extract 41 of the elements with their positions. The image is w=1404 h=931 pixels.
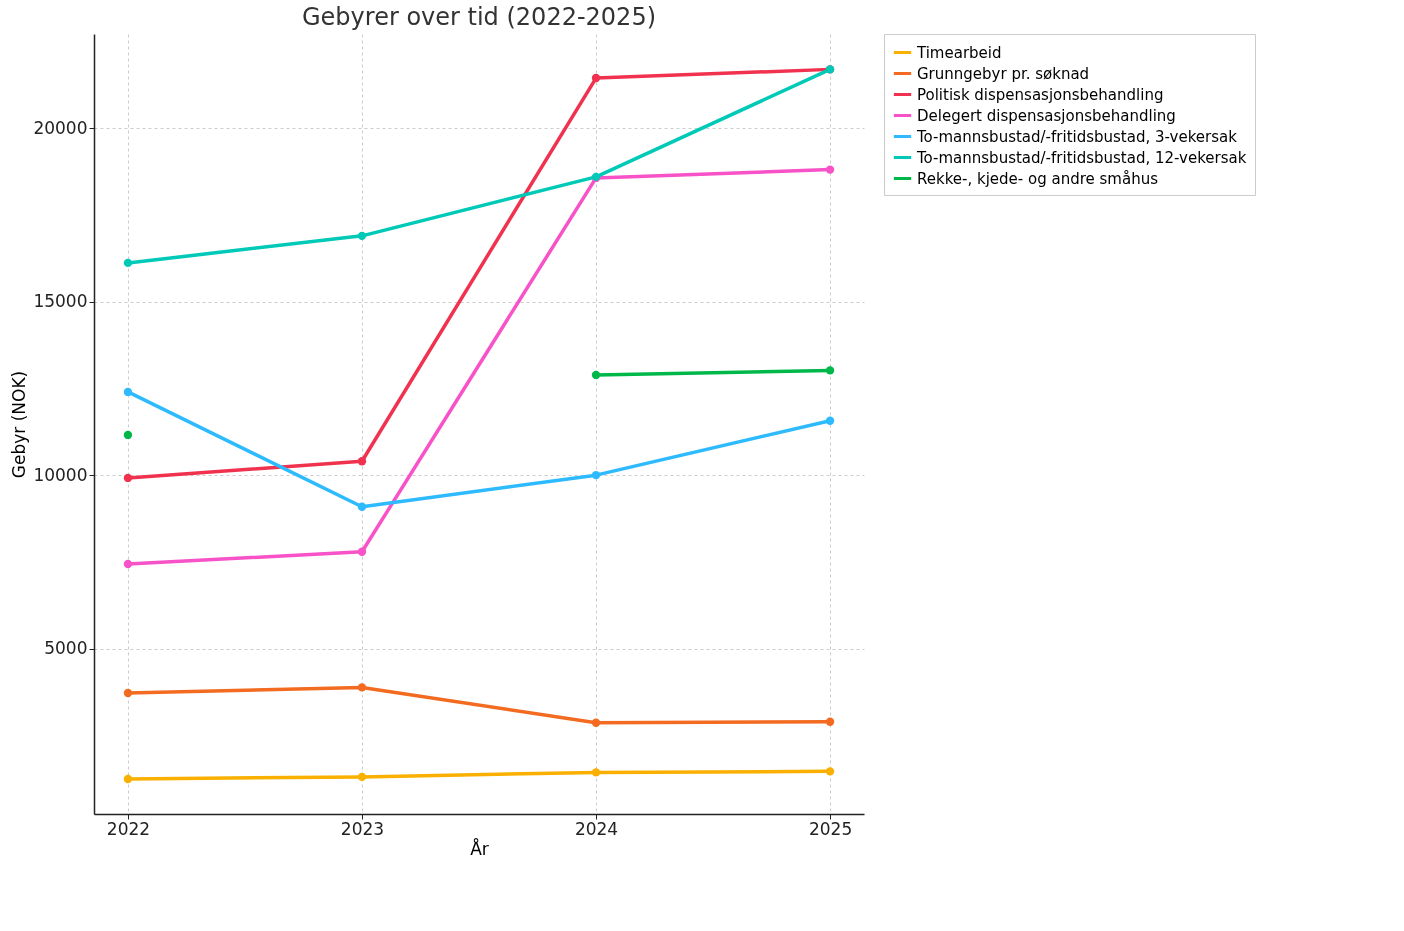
y-axis-title: Gebyr (NOK) — [9, 370, 30, 479]
y-tick-label: 15000 — [33, 291, 88, 312]
point — [825, 717, 835, 726]
point — [591, 768, 601, 777]
point — [357, 772, 367, 782]
legend-label: Grunngebyr pr. søknad — [917, 64, 1090, 83]
y-tick-label: 10000 — [33, 464, 88, 485]
legend-label: Timearbeid — [916, 43, 1002, 62]
point — [591, 73, 601, 83]
point — [123, 688, 133, 698]
legend-label: To-mannsbustad/-fritidsbustad, 12-vekersak — [916, 148, 1247, 167]
point — [357, 502, 367, 511]
y-tick-label: 20000 — [33, 117, 88, 138]
x-tick-label: 2023 — [340, 818, 385, 839]
x-tick-label: 2022 — [106, 818, 151, 839]
point — [123, 387, 133, 397]
legend-label: Politisk dispensasjonsbehandling — [917, 85, 1164, 104]
point — [123, 258, 133, 268]
point — [591, 470, 601, 480]
point — [357, 231, 367, 241]
y-tick-label: 5000 — [44, 638, 88, 659]
point — [591, 370, 601, 380]
point — [123, 774, 133, 784]
legend-label: Rekke-, kjede- og andre småhus — [917, 169, 1159, 188]
point — [357, 683, 367, 692]
point — [123, 559, 133, 569]
x-tick-label: 2025 — [808, 818, 853, 839]
point — [591, 718, 601, 727]
point — [123, 430, 133, 440]
point — [123, 473, 133, 483]
point — [357, 457, 367, 466]
point — [825, 366, 835, 375]
chart-title: Gebyrer over tid (2022-2025) — [301, 2, 657, 31]
point — [825, 767, 835, 776]
point — [357, 547, 367, 556]
legend-label: To-mannsbustad/-fritidsbustad, 3-vekersak — [916, 127, 1238, 146]
point — [825, 165, 835, 174]
point — [825, 416, 835, 425]
x-tick-label: 2024 — [574, 818, 619, 839]
x-axis-title: År — [470, 837, 489, 859]
legend-label: Delegert dispensasjonsbehandling — [917, 106, 1176, 125]
